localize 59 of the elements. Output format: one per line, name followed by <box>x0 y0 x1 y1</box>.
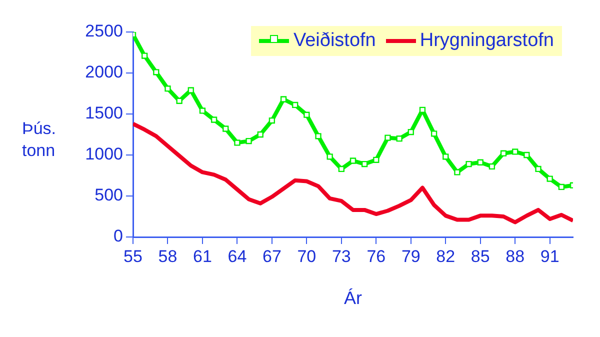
point <box>477 159 484 166</box>
x-axis-title: Ár <box>343 288 363 309</box>
point <box>304 112 310 118</box>
x-tick-label: 76 <box>366 246 386 266</box>
point <box>384 134 391 141</box>
point <box>280 96 287 102</box>
x-tick-label: 73 <box>332 246 351 266</box>
point <box>488 163 496 170</box>
point <box>315 133 322 140</box>
point <box>246 138 252 144</box>
point <box>430 130 438 137</box>
x-tick-label: 91 <box>540 246 560 266</box>
point <box>210 116 218 123</box>
point <box>164 86 171 92</box>
point <box>408 128 414 136</box>
point <box>199 108 206 114</box>
point <box>350 158 356 164</box>
point <box>454 169 460 176</box>
point <box>292 102 298 108</box>
point <box>222 126 229 132</box>
point <box>234 140 240 146</box>
y-tick-label: 1000 <box>85 144 123 164</box>
x-tick-label: 61 <box>193 246 212 266</box>
x-tick-label: 79 <box>401 246 420 266</box>
point <box>512 148 518 155</box>
point <box>546 176 553 182</box>
legend-label: Veiðistofn <box>293 30 376 52</box>
point <box>500 150 507 156</box>
point <box>142 52 148 59</box>
point <box>153 69 160 76</box>
x-tick-label: 82 <box>436 246 456 266</box>
x-tick-label: 85 <box>470 246 490 266</box>
x-tick-label: 88 <box>506 246 525 266</box>
point <box>373 156 380 163</box>
x-tick-label: 67 <box>262 246 282 266</box>
y-tick-label: 2000 <box>85 62 123 82</box>
point <box>535 166 542 172</box>
point <box>257 131 264 138</box>
x-tick-label: 70 <box>297 246 316 266</box>
point <box>362 160 368 168</box>
point <box>268 117 276 124</box>
point <box>419 106 426 113</box>
point <box>466 160 472 168</box>
point <box>558 184 564 190</box>
y-tick-label: 500 <box>94 186 123 205</box>
y-tick-label: 1500 <box>85 104 123 123</box>
y-axis-title: Þús. tonn <box>22 118 56 162</box>
x-tick-label: 58 <box>158 246 178 266</box>
point <box>176 98 182 104</box>
y-tick-label: 2500 <box>85 22 123 41</box>
point <box>326 154 333 160</box>
legend-label: Hrygningarstofn <box>420 30 554 52</box>
point <box>524 152 530 158</box>
point <box>442 154 449 160</box>
y-tick-label: 0 <box>114 226 123 246</box>
x-tick-label: 64 <box>228 246 247 266</box>
point <box>338 166 344 172</box>
x-tick-label: 55 <box>124 246 142 266</box>
point <box>396 136 402 142</box>
